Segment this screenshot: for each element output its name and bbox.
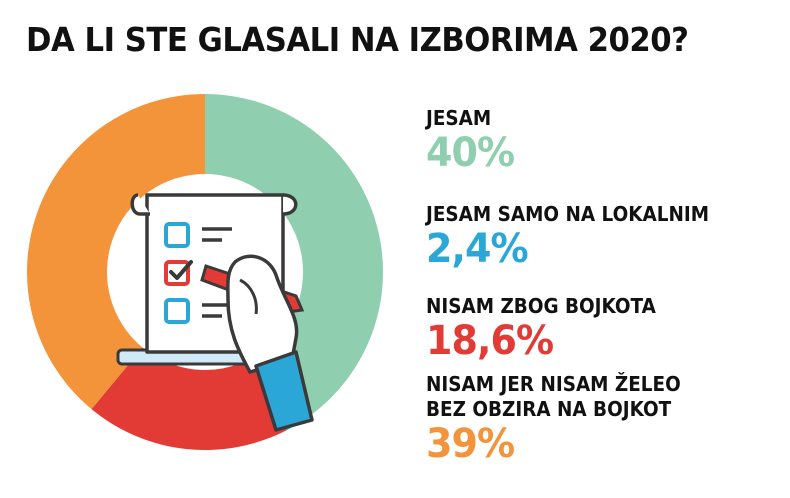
legend-item-4: NISAM JER NISAM ŽELEO BEZ OBZIRA NA BOJKO… (426, 372, 703, 466)
legend-item-2: JESAM SAMO NA LOKALNIM 2,4% (426, 202, 734, 271)
legend-value: 2,4% (426, 226, 529, 272)
legend-label: JESAM (426, 106, 492, 130)
legend-item-1: JESAM 40% (426, 106, 519, 175)
legend-item-3: NISAM ZBOG BOJKOTA 18,6% (426, 294, 676, 363)
checklist-ballot-icon (116, 193, 314, 432)
legend-label: NISAM ZBOG BOJKOTA (426, 294, 656, 318)
chart-title: DA LI STE GLASALI NA IZBORIMA 2020? (26, 20, 689, 59)
donut-slice-1 (205, 94, 383, 417)
legend-label: JESAM SAMO NA LOKALNIM (426, 202, 710, 226)
donut-slice-3 (91, 347, 287, 450)
donut-slice-4 (26, 94, 206, 410)
legend-value: 40% (426, 130, 515, 176)
legend-value: 18,6% (426, 318, 554, 364)
legend-value: 39% (426, 421, 515, 467)
legend-label: BEZ OBZIRA NA BOJKOT (426, 397, 672, 421)
legend-label: NISAM JER NISAM ŽELEO (426, 372, 681, 396)
